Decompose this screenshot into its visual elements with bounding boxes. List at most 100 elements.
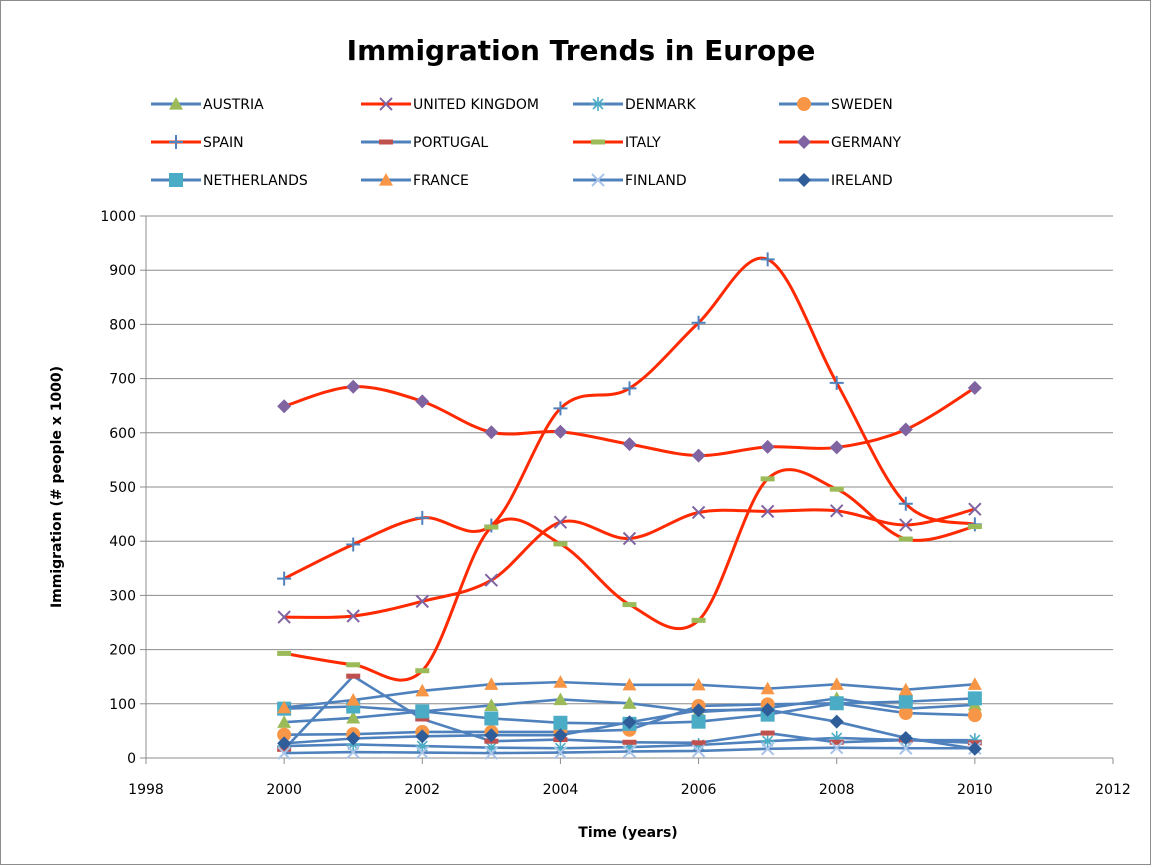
point-germany-2000 — [277, 399, 292, 414]
point-austria-2001 — [346, 710, 361, 724]
legend-label-finland: FINLAND — [625, 173, 687, 189]
point-ireland-2004 — [553, 728, 568, 743]
point-united-kingdom-2007 — [760, 504, 775, 519]
point-spain-2009 — [898, 496, 913, 511]
point-italy-2010 — [967, 524, 982, 530]
legend-item-united-kingdom: UNITED KINGDOM — [361, 97, 539, 113]
point-denmark-2003 — [484, 740, 499, 755]
point-italy-2002 — [415, 668, 430, 674]
point-italy-2009 — [898, 536, 913, 542]
legend-label-austria: AUSTRIA — [203, 97, 264, 113]
x-tick-label-2010: 2010 — [957, 782, 993, 798]
point-finland-2002 — [415, 745, 429, 760]
point-france-2002 — [415, 683, 430, 697]
point-finland-2001 — [346, 745, 360, 759]
series-finland — [277, 740, 982, 760]
legend-label-germany: GERMANY — [831, 135, 902, 151]
point-united-kingdom-2010 — [968, 502, 982, 516]
legend-item-austria: AUSTRIA — [151, 97, 264, 113]
legend-marker-germany — [797, 135, 811, 149]
legend-marker-united-kingdom — [379, 97, 393, 111]
legend-marker-finland — [591, 173, 605, 187]
y-tick-label-500: 500 — [109, 480, 136, 496]
point-denmark-2008 — [829, 730, 844, 745]
point-finland-2007 — [760, 742, 775, 756]
point-united-kingdom-2006 — [691, 505, 706, 520]
point-portugal-2006 — [691, 740, 706, 746]
x-tick-label-2006: 2006 — [681, 782, 717, 798]
point-ireland-2005 — [622, 715, 637, 730]
point-germany-2005 — [622, 437, 637, 452]
point-france-2000 — [277, 700, 292, 714]
point-austria-2004 — [553, 692, 568, 706]
point-germany-2007 — [760, 439, 775, 454]
point-ireland-2003 — [484, 728, 499, 743]
point-spain-2007 — [760, 252, 775, 267]
y-tick-label-100: 100 — [109, 697, 136, 713]
point-austria-2000 — [277, 715, 292, 728]
point-united-kingdom-2003 — [484, 573, 499, 587]
point-united-kingdom-2001 — [346, 609, 360, 623]
x-tick-label-2004: 2004 — [543, 782, 579, 798]
point-sweden-2009 — [898, 706, 913, 721]
legend-item-denmark: DENMARK — [573, 97, 696, 113]
legend-marker-netherlands — [169, 173, 183, 187]
point-netherlands-2002 — [415, 704, 430, 719]
point-spain-2005 — [622, 381, 637, 396]
legend-item-germany: GERMANY — [779, 135, 902, 151]
point-united-kingdom-2008 — [830, 504, 844, 518]
point-france-2005 — [622, 677, 637, 691]
legend-marker-sweden — [797, 97, 811, 111]
point-portugal-2007 — [760, 730, 775, 736]
point-denmark-2002 — [415, 739, 430, 754]
point-denmark-2010 — [967, 733, 982, 748]
point-france-2004 — [553, 675, 568, 688]
point-netherlands-2006 — [691, 714, 706, 729]
point-portugal-2001 — [346, 673, 361, 679]
y-tick-label-300: 300 — [109, 588, 136, 604]
y-tick-label-800: 800 — [109, 317, 136, 333]
legend-item-sweden: SWEDEN — [779, 97, 893, 113]
point-ireland-2007 — [760, 702, 775, 717]
legend-label-netherlands: NETHERLANDS — [203, 173, 308, 189]
point-united-kingdom-2000 — [277, 610, 291, 624]
point-france-2001 — [346, 693, 361, 706]
point-portugal-2005 — [622, 739, 637, 745]
series-ireland — [277, 702, 982, 756]
legend-item-spain: SPAIN — [151, 135, 244, 151]
point-germany-2002 — [415, 394, 430, 409]
point-finland-2004 — [553, 745, 568, 760]
point-spain-2001 — [346, 537, 361, 552]
legend-label-italy: ITALY — [625, 135, 661, 151]
y-tick-label-0: 0 — [127, 751, 136, 767]
legend-label-united-kingdom: UNITED KINGDOM — [413, 97, 539, 113]
series-spain — [277, 252, 982, 586]
legend-item-italy: ITALY — [573, 135, 661, 151]
point-germany-2006 — [691, 448, 706, 463]
point-finland-2008 — [830, 740, 844, 755]
point-austria-2005 — [622, 696, 637, 709]
point-finland-2009 — [899, 741, 913, 755]
legend-marker-ireland — [797, 173, 811, 187]
point-spain-2006 — [691, 315, 706, 330]
point-finland-2005 — [622, 744, 637, 759]
x-tick-label-1998: 1998 — [128, 782, 164, 798]
legend-marker-italy — [591, 139, 605, 145]
point-spain-2000 — [277, 571, 292, 586]
series-france — [277, 675, 982, 714]
point-ireland-2001 — [346, 731, 361, 746]
legend-label-ireland: IRELAND — [831, 173, 893, 189]
point-netherlands-2003 — [484, 711, 499, 726]
x-tick-label-2008: 2008 — [819, 782, 855, 798]
point-germany-2003 — [484, 425, 499, 440]
point-italy-2007 — [760, 476, 775, 482]
legend-marker-france — [379, 173, 393, 186]
point-ireland-2010 — [967, 741, 982, 756]
legend-label-denmark: DENMARK — [625, 97, 696, 113]
point-ireland-2009 — [898, 730, 913, 745]
point-united-kingdom-2002 — [415, 594, 429, 609]
point-italy-2006 — [691, 617, 706, 623]
legend-label-sweden: SWEDEN — [831, 97, 893, 113]
y-tick-label-200: 200 — [109, 643, 136, 659]
y-tick-label-600: 600 — [109, 426, 136, 442]
